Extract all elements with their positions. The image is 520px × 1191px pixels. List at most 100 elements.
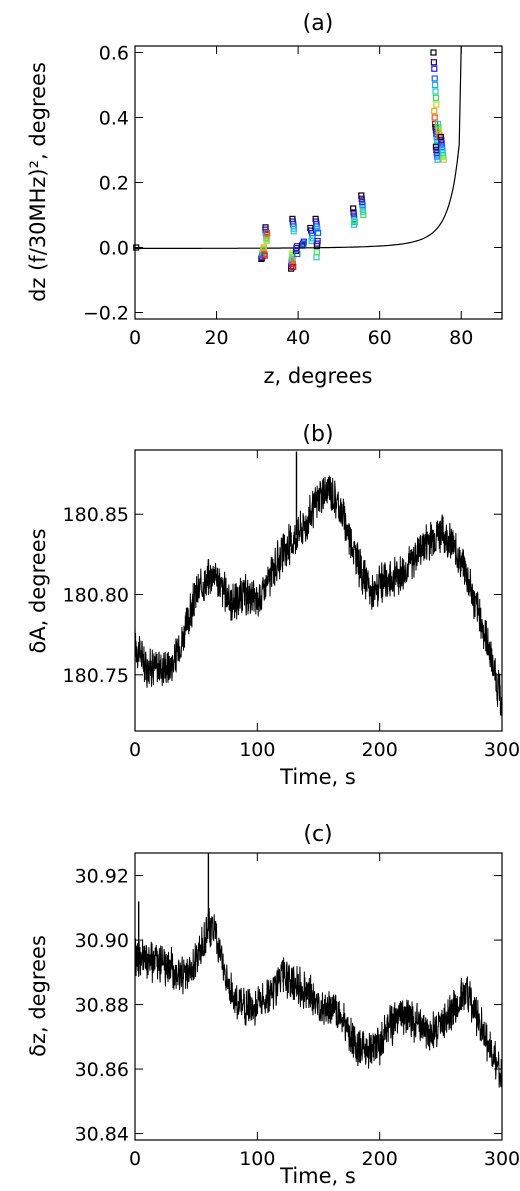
ytick-label: 30.84 bbox=[75, 1124, 129, 1146]
ytick-label: 0.4 bbox=[99, 108, 129, 130]
xtick-label: 80 bbox=[449, 327, 473, 349]
ytick-label: 30.86 bbox=[75, 1059, 129, 1081]
panel-a-data-points bbox=[133, 49, 447, 272]
data-point bbox=[434, 140, 441, 147]
ytick-label: 30.90 bbox=[75, 930, 129, 952]
data-point bbox=[359, 205, 367, 212]
data-point bbox=[431, 65, 438, 72]
panel-b-title: (b) bbox=[302, 422, 333, 447]
time-series-line bbox=[134, 475, 503, 716]
data-point bbox=[314, 237, 321, 245]
fit-curve bbox=[135, 45, 462, 249]
data-point bbox=[133, 244, 140, 251]
data-point bbox=[435, 127, 442, 134]
data-point bbox=[261, 252, 268, 259]
panel-a-ylabel: dz (f/30MHz)², degrees bbox=[26, 62, 50, 302]
xtick-label: 40 bbox=[286, 327, 310, 349]
panel-b-ylabel: δA, degrees bbox=[26, 528, 50, 653]
ytick-label: 180.80 bbox=[63, 585, 129, 607]
ytick-label: 180.75 bbox=[63, 665, 129, 687]
data-point bbox=[432, 143, 440, 150]
ytick-label: 0.0 bbox=[99, 238, 129, 260]
data-point bbox=[308, 237, 315, 245]
data-point bbox=[313, 249, 320, 256]
ytick-label: 0.2 bbox=[99, 173, 129, 195]
ytick-label: 0.6 bbox=[99, 43, 129, 65]
data-point bbox=[438, 137, 445, 144]
data-point bbox=[431, 75, 438, 82]
data-point bbox=[300, 241, 307, 248]
panel-a-xlabel: z, degrees bbox=[264, 364, 373, 388]
data-point bbox=[358, 192, 365, 199]
xtick-label: 20 bbox=[204, 327, 228, 349]
ytick-label: −0.2 bbox=[83, 303, 129, 325]
data-point bbox=[433, 150, 440, 157]
data-point bbox=[434, 153, 441, 160]
data-point bbox=[351, 217, 358, 224]
data-point bbox=[437, 133, 444, 141]
xtick-label: 0 bbox=[129, 327, 141, 349]
data-point bbox=[431, 107, 438, 115]
panel-c: (c) 0 100 200 30030.8430.8630.8830.9030.92 … bbox=[26, 822, 520, 1188]
panel-c-title: (c) bbox=[303, 822, 332, 847]
data-point bbox=[313, 254, 320, 261]
data-point bbox=[359, 208, 367, 215]
xtick-label: 200 bbox=[362, 1148, 398, 1170]
xtick-label: 300 bbox=[484, 1148, 520, 1170]
data-point bbox=[260, 244, 267, 251]
data-point bbox=[433, 146, 440, 154]
xtick-label: 300 bbox=[484, 739, 520, 761]
data-point bbox=[438, 140, 445, 147]
panel-c-series bbox=[134, 853, 503, 1088]
panel-a: (a) 0 20 40 60 80 −0.2 0.0 0.2 0.4 0.6 z, degrees… bbox=[26, 11, 503, 388]
xtick-label: 0 bbox=[129, 739, 141, 761]
data-point bbox=[430, 59, 438, 66]
data-point bbox=[434, 156, 441, 163]
data-point bbox=[350, 205, 357, 212]
xtick-label: 100 bbox=[239, 1148, 275, 1170]
data-point bbox=[264, 229, 271, 236]
data-point bbox=[438, 143, 446, 150]
panel-c-frame bbox=[134, 852, 503, 1141]
data-point bbox=[289, 257, 296, 264]
data-point bbox=[430, 49, 437, 56]
data-point bbox=[432, 81, 439, 89]
data-point bbox=[359, 202, 366, 209]
data-point bbox=[360, 211, 367, 219]
data-point bbox=[290, 263, 297, 271]
data-point bbox=[431, 114, 438, 121]
data-point bbox=[290, 228, 297, 235]
data-point bbox=[294, 250, 301, 258]
data-point bbox=[435, 124, 442, 131]
panel-b-frame bbox=[134, 449, 503, 732]
ytick-label: 180.85 bbox=[63, 504, 129, 526]
panel-a-frame bbox=[134, 45, 503, 320]
xtick-label: 200 bbox=[362, 739, 398, 761]
xtick-label: 0 bbox=[129, 1148, 141, 1170]
data-point bbox=[264, 233, 271, 240]
data-point bbox=[440, 156, 447, 163]
data-point bbox=[359, 198, 366, 206]
data-point bbox=[433, 101, 440, 108]
panel-c-xlabel: Time, s bbox=[279, 1164, 356, 1188]
panel-b: (b) 0 100 200 300 180.75 180.80 180.85 Time, s… bbox=[26, 422, 520, 789]
panel-a-fit-curve bbox=[135, 45, 462, 249]
ytick-label: 30.88 bbox=[75, 995, 129, 1017]
data-point bbox=[440, 153, 447, 160]
data-point bbox=[432, 94, 440, 102]
panel-b-ticks: 0 100 200 300 180.75 180.80 180.85 bbox=[63, 450, 520, 761]
data-point bbox=[350, 221, 358, 228]
panel-a-title: (a) bbox=[303, 11, 334, 36]
data-point bbox=[350, 209, 357, 216]
data-point bbox=[314, 229, 322, 236]
panel-c-ylabel: δz, degrees bbox=[26, 935, 50, 1057]
xtick-label: 60 bbox=[368, 327, 392, 349]
data-point bbox=[439, 150, 446, 157]
data-point bbox=[434, 120, 442, 128]
panel-b-series bbox=[134, 451, 503, 716]
xtick-label: 100 bbox=[239, 739, 275, 761]
ytick-label: 30.92 bbox=[75, 866, 129, 888]
data-point bbox=[314, 225, 321, 232]
data-point bbox=[432, 88, 439, 95]
